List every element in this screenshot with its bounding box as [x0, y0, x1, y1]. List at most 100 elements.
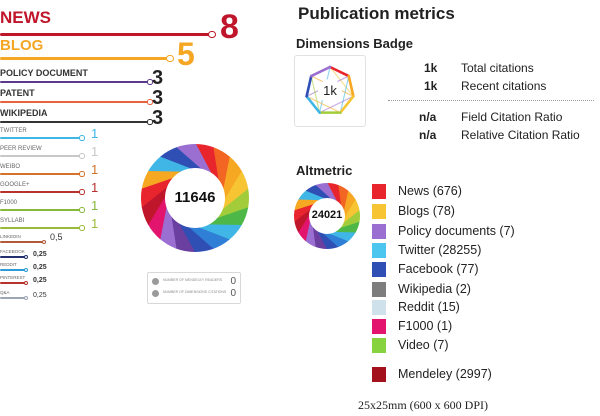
- legend-swatch: [372, 203, 386, 219]
- source-label: GOOGLE+: [0, 182, 30, 188]
- metric-value: n/a: [419, 128, 437, 142]
- source-bar-end-icon: [147, 79, 153, 85]
- legend-item: Facebook (77): [372, 261, 479, 277]
- source-bar: [0, 297, 26, 299]
- source-count: 0,25: [33, 264, 47, 271]
- source-bar-end-icon: [79, 153, 85, 159]
- dimensions-heading: Dimensions Badge: [296, 36, 414, 51]
- source-label: LINKEDIN: [0, 234, 21, 239]
- donut-segment: [195, 144, 219, 180]
- source-count: 0,25: [33, 292, 47, 299]
- source-bar-end-icon: [24, 254, 28, 259]
- legend-label: Reddit (15): [398, 300, 460, 314]
- donut-segment: [178, 223, 214, 252]
- legend-swatch: [372, 261, 386, 277]
- source-count: 5: [177, 36, 195, 72]
- donut-segment: [171, 216, 195, 252]
- badge-line: [319, 95, 354, 114]
- legend-item: Policy documents (7): [372, 223, 515, 239]
- source-label: PATENT: [0, 88, 35, 98]
- source-bar-end-icon: [79, 189, 85, 195]
- donut-segment: [159, 206, 177, 249]
- source-bar: [0, 256, 26, 258]
- source-bar: [0, 33, 212, 36]
- source-label: REDDIT: [0, 262, 17, 267]
- metric-label: Total citations: [461, 61, 534, 75]
- donut-segment: [141, 177, 173, 208]
- donut-segment: [294, 209, 311, 233]
- metric-value: 1k: [424, 61, 438, 75]
- reader-label: NUMBER OF MENDELEY READERS: [163, 278, 223, 282]
- source-bar: [0, 155, 82, 157]
- badge-edge: [309, 65, 332, 78]
- badge-edge: [347, 74, 355, 98]
- source-bar-end-icon: [79, 171, 85, 177]
- source-bar: [0, 282, 26, 284]
- source-count: 0,25: [33, 251, 47, 258]
- legend-swatch: [372, 242, 386, 258]
- legend-item: F1000 (1): [372, 318, 452, 334]
- donut-segment: [327, 183, 342, 206]
- legend-item: News (676): [372, 183, 462, 199]
- source-label: SYLLABI: [0, 218, 25, 224]
- donut-segment: [141, 186, 168, 225]
- source-count: 8: [220, 8, 239, 46]
- source-bar: [0, 57, 170, 60]
- source-count: 1: [91, 162, 99, 177]
- dimensions-polygon-icon: [305, 65, 355, 114]
- source-label: BLOG: [0, 37, 44, 54]
- donut-segment: [323, 233, 349, 248]
- source-count: 1: [91, 126, 99, 141]
- source-label: POLICY DOCUMENT: [0, 68, 88, 78]
- source-bar-end-icon: [79, 135, 85, 141]
- source-bar: [0, 209, 82, 211]
- donut-segment: [208, 207, 249, 226]
- legend-label: Facebook (77): [398, 262, 479, 276]
- donut-segment: [343, 199, 360, 223]
- donut-segment: [147, 196, 167, 240]
- metric-label: Relative Citation Ratio: [461, 128, 580, 142]
- badge-edge: [305, 74, 313, 98]
- altmetric-donut-large: [141, 144, 249, 252]
- source-count: 0,5: [50, 232, 63, 242]
- source-bar-end-icon: [24, 267, 28, 272]
- altmetric-heading: Altmetric: [296, 163, 353, 178]
- donut-center: [165, 168, 225, 228]
- source-bar-end-icon: [147, 119, 153, 125]
- badge-line: [310, 75, 321, 113]
- figure-caption: 25x25mm (600 x 600 DPI): [358, 398, 488, 412]
- altmetric-score-large: 11646: [174, 189, 216, 206]
- legend-label: Policy documents (7): [398, 224, 515, 238]
- metric-value: 1k: [424, 79, 438, 93]
- badge-line: [339, 75, 350, 113]
- source-count: 3: [152, 87, 164, 109]
- donut-segment: [148, 155, 192, 172]
- donut-segment: [298, 215, 310, 242]
- source-count: 1: [91, 198, 99, 213]
- legend-item: Blogs (78): [372, 203, 455, 219]
- source-bar-end-icon: [24, 295, 28, 300]
- donut-segment: [294, 203, 314, 222]
- donut-segment: [298, 190, 325, 201]
- legend-item: Twitter (28255): [372, 242, 481, 258]
- badge-edge: [339, 95, 355, 114]
- source-count: 1: [91, 216, 99, 231]
- donut-segment: [141, 170, 182, 189]
- reader-value: 0: [230, 276, 236, 287]
- metric-label: Recent citations: [461, 79, 547, 93]
- badge-line: [306, 95, 341, 114]
- mendeley-readers-row: NUMBER OF MENDELEY READERS 0: [152, 276, 236, 287]
- source-bar: [0, 269, 26, 271]
- source-label: TWITTER: [0, 128, 27, 134]
- donut-segment: [176, 144, 212, 173]
- legend-swatch: [372, 337, 386, 353]
- donut-segment: [188, 227, 230, 250]
- source-bar: [0, 241, 44, 243]
- donut-segment: [329, 231, 356, 242]
- legend-item: Wikipedia (2): [372, 281, 471, 297]
- source-bar-end-icon: [79, 207, 85, 213]
- legend-item: Reddit (15): [372, 299, 460, 315]
- readers-box: NUMBER OF MENDELEY READERS 0 NUMBER OF D…: [147, 272, 241, 304]
- badge-center: [318, 79, 342, 103]
- source-bar: [0, 81, 150, 83]
